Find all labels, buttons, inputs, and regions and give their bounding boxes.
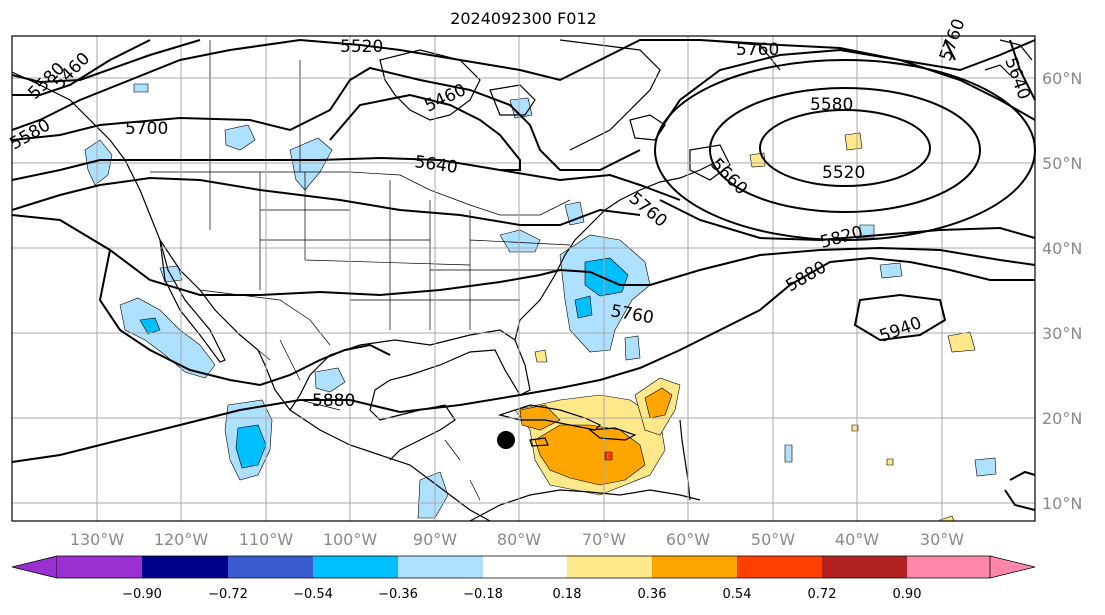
map-frame [11,35,1036,522]
colorbar-segment [567,556,652,578]
lon-tick-label: 40°W [835,530,879,549]
political-borders [150,40,571,501]
lon-tick-label: 60°W [666,530,710,549]
colorbar-tick-label: −0.54 [293,587,333,602]
contour-label: 5580 [810,95,853,115]
colorbar-tick-label: 0.72 [808,587,837,602]
map-title: 2024092300 F012 [450,9,597,28]
colorbar-segment [398,556,483,578]
contour-label: 5520 [822,163,865,183]
colorbar-segment [228,556,313,578]
storm-center-marker [497,431,515,449]
colorbar-tick-label: −0.36 [378,587,418,602]
colorbar-segment [483,556,567,578]
lon-tick-label: 120°W [154,530,209,549]
colorbar-tick-label: 0.54 [723,587,752,602]
lon-tick-label: 110°W [239,530,294,549]
lat-tick-label: 10°N [1042,494,1082,513]
colorbar-segment [142,556,228,578]
lon-tick-label: 100°W [323,530,378,549]
colorbar: −0.90 −0.72 −0.54 −0.36 −0.18 0.18 0.36 … [11,555,1036,602]
map-gridlines [12,36,1035,521]
lon-tick-label: 80°W [497,530,541,549]
contour-label: 5880 [312,391,355,411]
lon-tick-label: 90°W [413,530,457,549]
lat-tick-label: 60°N [1042,69,1082,88]
colorbar-extend-max [989,555,1036,579]
colorbar-segment [907,556,990,578]
lat-tick-label: 50°N [1042,154,1082,173]
colorbar-segment [313,556,398,578]
lon-tick-label: 30°W [920,530,964,549]
colorbar-segment [822,556,907,578]
colorbar-tick-label: 0.90 [893,587,922,602]
colorbar-tick-label: −0.18 [463,587,503,602]
latitude-axis: 60°N 50°N 40°N 30°N 20°N 10°N [1042,69,1082,513]
height-contours [11,38,1036,511]
longitude-axis: 130°W 120°W 110°W 100°W 90°W 80°W 70°W 6… [70,530,964,549]
colorbar-segment [57,556,142,578]
lat-tick-label: 40°N [1042,239,1082,258]
lon-tick-label: 130°W [70,530,125,549]
colorbar-tick-label: −0.72 [208,587,248,602]
contour-label: 5760 [736,40,779,60]
contour-label: 5700 [125,119,168,139]
lon-tick-label: 50°W [751,530,795,549]
colorbar-segment [652,556,737,578]
contour-label: 5520 [340,37,383,57]
colorbar-tick-label: 0.18 [553,587,582,602]
lon-tick-label: 70°W [582,530,626,549]
colorbar-extend-min [11,555,58,579]
colorbar-tick-label: 0.36 [638,587,667,602]
colorbar-tick-label: −0.90 [122,587,162,602]
colorbar-segment [737,556,822,578]
anomaly-shading [84,83,997,522]
lat-tick-label: 20°N [1042,409,1082,428]
lat-tick-label: 30°N [1042,324,1082,343]
